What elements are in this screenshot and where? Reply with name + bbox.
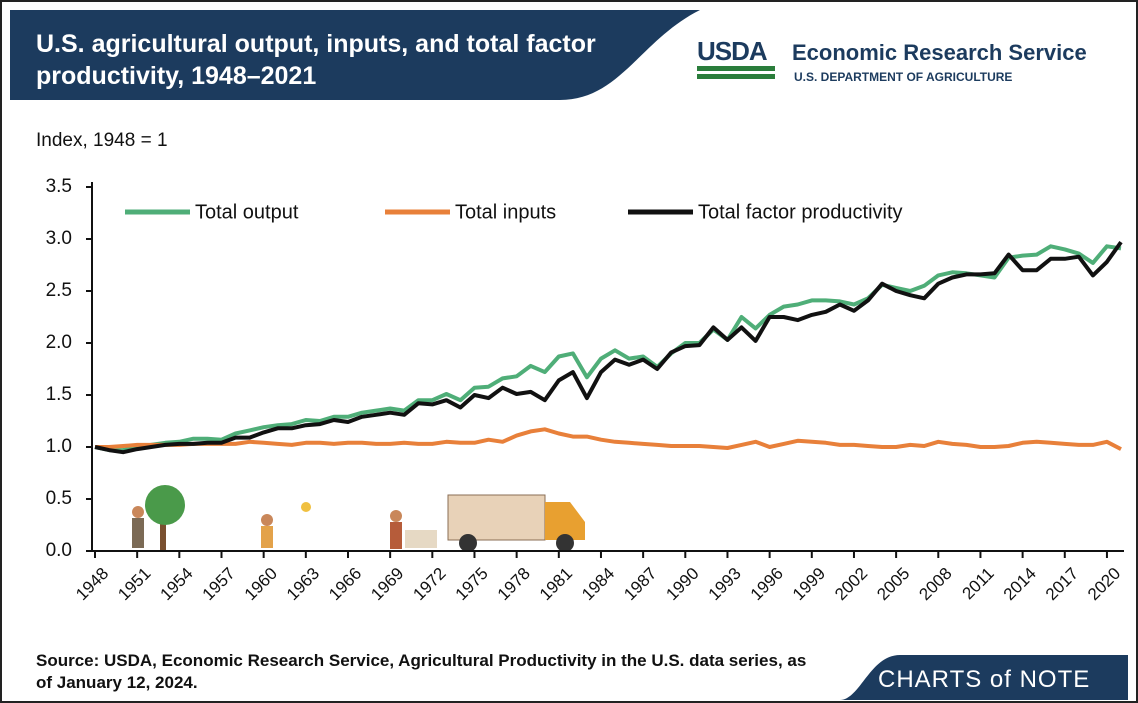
- x-tick-label: 1981: [536, 564, 576, 604]
- farmer: [390, 510, 402, 522]
- x-tick-label: 2020: [1084, 564, 1124, 604]
- y-tick-label: 0.5: [46, 488, 72, 509]
- x-tick-label: 2002: [831, 564, 871, 604]
- x-tick-label: 1984: [578, 564, 618, 604]
- series-line: [94, 244, 1122, 453]
- header-band: [10, 10, 700, 100]
- illustrations: [132, 485, 585, 552]
- series-line: [94, 240, 1123, 455]
- tree-crown: [145, 485, 185, 525]
- chart: 0.0 0.5 1.0 1.5 2.0 2.5 3.0 3.5 1948 1951 1954 1957…: [46, 176, 1125, 604]
- truck-box: [447, 494, 546, 541]
- title: U.S. agricultural output, inputs, and to…: [36, 30, 596, 90]
- x-tick-label: 2008: [915, 564, 955, 604]
- x-tick-label: 2014: [1000, 564, 1040, 604]
- series-line: [95, 427, 1122, 451]
- y-tick-label: 3.0: [46, 228, 72, 249]
- farmer: [132, 518, 144, 548]
- y-tick-label: 3.5: [46, 176, 72, 197]
- x-tick-label: 2005: [873, 564, 913, 604]
- y-tick-label: 2.5: [46, 280, 72, 301]
- farmer: [132, 506, 144, 518]
- x-tick-label: 1948: [72, 564, 112, 604]
- tree-trunk: [160, 505, 166, 550]
- brand-band: [840, 655, 1128, 700]
- farmer: [390, 522, 402, 549]
- department: U.S. DEPARTMENT OF AGRICULTURE: [794, 70, 1013, 84]
- source: Source: USDA, Economic Research Service,…: [36, 651, 807, 692]
- legend-label: Total factor productivity: [698, 201, 903, 223]
- x-tick-label: 1972: [409, 564, 449, 604]
- x-tick-label: 1993: [705, 564, 745, 604]
- x-tick-label: 1966: [325, 564, 365, 604]
- x-tick-label: 1957: [199, 564, 239, 604]
- x-tick-label: 1960: [241, 564, 281, 604]
- x-tick-label: 1987: [620, 564, 660, 604]
- truck-cab: [545, 502, 585, 540]
- sun: [301, 502, 311, 512]
- x-tick-label: 2011: [958, 564, 997, 603]
- logo-stripe: [697, 66, 775, 71]
- y-tick-label: 0.0: [46, 540, 72, 561]
- y-tick-label: 2.0: [46, 332, 72, 353]
- x-tick-label: 1990: [662, 564, 702, 604]
- y-tick-label: 1.5: [46, 384, 72, 405]
- y-tick-label: 1.0: [46, 436, 72, 457]
- x-tick-label: 1963: [283, 564, 323, 604]
- logo-stripe: [697, 74, 775, 79]
- x-tick-label: 1951: [114, 564, 154, 604]
- x-tick-label: 2017: [1042, 564, 1082, 604]
- wheel: [556, 534, 574, 552]
- x-tick-label: 1978: [494, 564, 534, 604]
- agency: Economic Research Service: [792, 40, 1087, 65]
- cart: [405, 530, 437, 548]
- x-tick-label: 1996: [747, 564, 787, 604]
- farmer: [261, 514, 273, 526]
- y-axis-label: Index, 1948 = 1: [36, 130, 168, 151]
- x-tick-label: 1975: [452, 564, 492, 604]
- brand: CHARTS of NOTE: [878, 666, 1091, 693]
- x-tick-label: 1999: [789, 564, 829, 604]
- legend-label: Total inputs: [455, 201, 556, 223]
- legend-label: Total output: [195, 201, 299, 223]
- wheel: [459, 534, 477, 552]
- x-tick-label: 1954: [156, 564, 196, 604]
- farmer: [261, 526, 273, 548]
- logo: USDA: [697, 36, 768, 66]
- x-tick-label: 1969: [367, 564, 407, 604]
